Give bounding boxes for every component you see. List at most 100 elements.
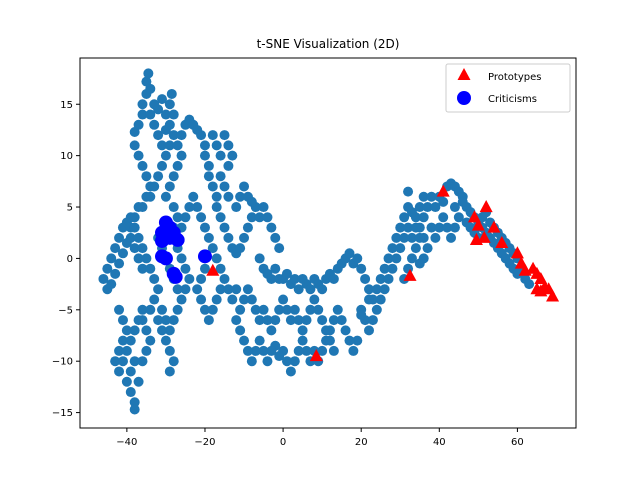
data-point [285, 315, 296, 326]
y-tick-label: 15 [60, 100, 73, 111]
data-point [258, 345, 269, 356]
data-point [180, 263, 191, 274]
data-point [223, 140, 234, 151]
data-point [164, 366, 175, 377]
data-point [129, 243, 140, 254]
legend-box [445, 63, 571, 113]
data-point [301, 315, 312, 326]
data-point [145, 304, 156, 315]
data-point [129, 356, 140, 367]
data-point [266, 345, 277, 356]
data-point [141, 345, 152, 356]
data-point [524, 279, 535, 290]
data-point [207, 243, 218, 254]
data-point [223, 232, 234, 243]
data-point [137, 99, 148, 110]
data-point [285, 366, 296, 377]
data-point [168, 315, 179, 326]
data-point [166, 88, 177, 99]
data-point [207, 181, 218, 192]
data-point [442, 222, 453, 233]
data-point [254, 335, 265, 346]
y-tick-label: −10 [52, 357, 73, 368]
y-tick-label: −15 [52, 408, 73, 419]
data-point [387, 263, 398, 274]
data-point [207, 304, 218, 315]
data-point [203, 315, 214, 326]
data-point [309, 294, 320, 305]
data-point [289, 356, 300, 367]
data-point [379, 263, 390, 274]
data-point [270, 315, 281, 326]
data-point [410, 222, 421, 233]
data-point [266, 222, 277, 233]
data-point [180, 212, 191, 223]
plot-area [98, 68, 560, 415]
data-point [352, 253, 363, 264]
data-point [98, 273, 109, 284]
data-point [246, 356, 257, 367]
data-point [125, 387, 136, 398]
data-point [438, 212, 449, 223]
data-point [164, 181, 175, 192]
data-point [453, 212, 464, 223]
prototype-point [436, 184, 450, 197]
data-point [250, 345, 261, 356]
data-point [199, 263, 210, 274]
data-point [231, 315, 242, 326]
data-point [278, 294, 289, 305]
data-point [352, 335, 363, 346]
data-point [149, 119, 160, 130]
prototype-point [467, 210, 481, 223]
data-point [168, 130, 179, 141]
data-point [172, 140, 183, 151]
data-point [125, 335, 136, 346]
data-point [446, 232, 457, 243]
data-point [211, 191, 222, 202]
data-point [406, 253, 417, 264]
data-point [106, 279, 117, 290]
data-point [153, 130, 164, 141]
x-tick-label: 0 [280, 437, 286, 448]
data-point [199, 304, 210, 315]
data-point [141, 325, 152, 336]
data-point [121, 345, 132, 356]
data-point [297, 335, 308, 346]
data-point [281, 356, 292, 367]
y-tick-label: 0 [67, 254, 73, 265]
data-point [403, 186, 414, 197]
legend-criticisms-label: Criticisms [488, 94, 537, 105]
data-point [164, 345, 175, 356]
axes: −40 −20 0 20 40 60 −15 −10 −5 0 5 10 15 [52, 100, 524, 448]
data-point [199, 222, 210, 233]
criticism-point [170, 232, 185, 247]
data-point [434, 222, 445, 233]
data-point [258, 304, 269, 315]
data-point [145, 109, 156, 120]
data-point [254, 253, 265, 264]
data-point [114, 232, 125, 243]
data-point [129, 404, 140, 415]
data-point [219, 222, 230, 233]
data-point [242, 284, 253, 295]
data-point [410, 212, 421, 223]
data-point [281, 304, 292, 315]
data-point [141, 171, 152, 182]
data-point [176, 150, 187, 161]
data-point [211, 140, 222, 151]
data-point [157, 304, 168, 315]
data-point [375, 294, 386, 305]
data-point [305, 304, 316, 315]
data-point [110, 243, 121, 254]
data-point [254, 212, 265, 223]
data-point [133, 119, 144, 130]
data-point [145, 191, 156, 202]
data-point [192, 284, 203, 295]
data-point [270, 263, 281, 274]
data-point [391, 232, 402, 243]
data-point [219, 273, 230, 284]
data-point [289, 273, 300, 284]
data-point [457, 196, 468, 207]
prototype-point [471, 218, 485, 231]
data-point [137, 109, 148, 120]
